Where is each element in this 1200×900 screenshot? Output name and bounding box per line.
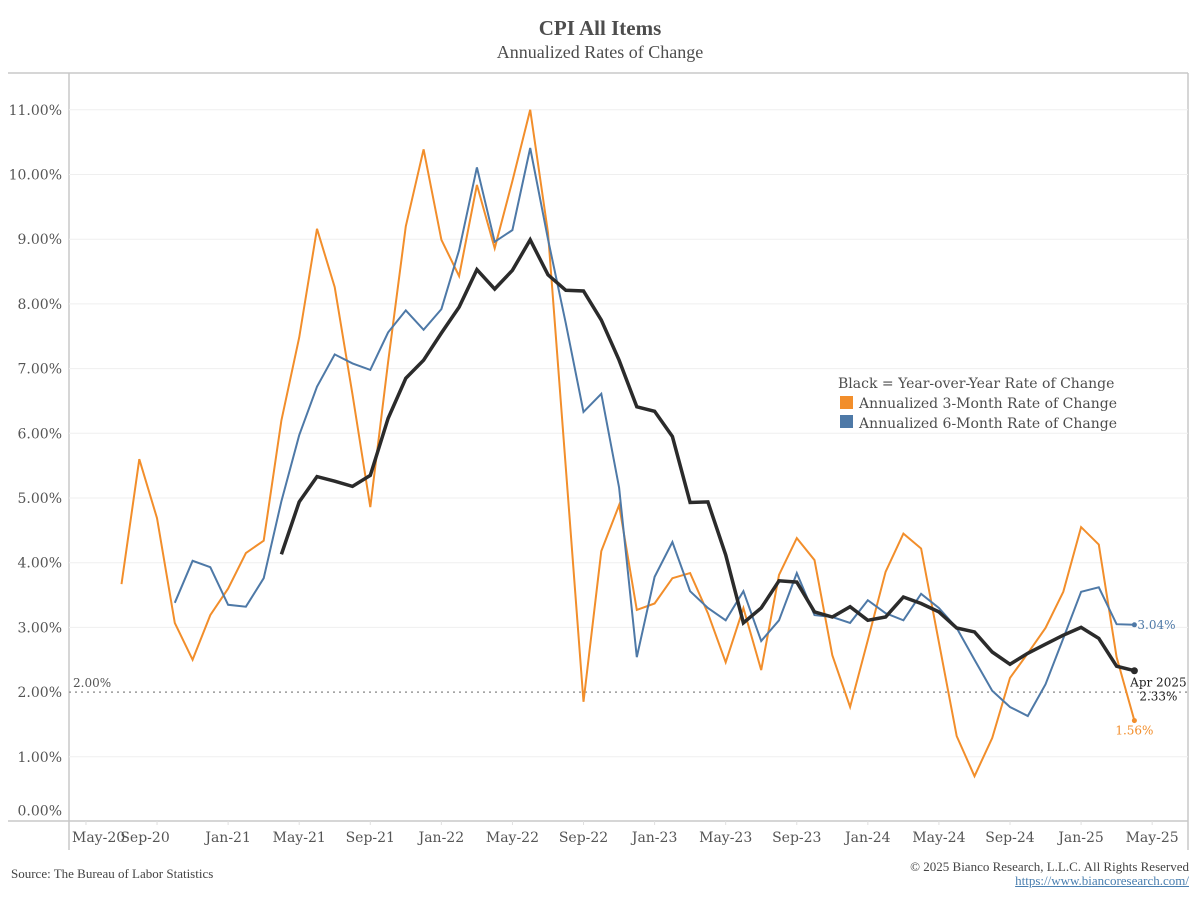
- y-tick-label: 1.00%: [18, 750, 62, 766]
- x-tick-label: May-25: [1126, 830, 1179, 846]
- y-tick-label: 10.00%: [9, 168, 62, 184]
- y-tick-label: 5.00%: [18, 491, 62, 507]
- chart-frame: [8, 72, 1189, 850]
- reference-line-2pct: 2.00%: [69, 676, 1188, 693]
- y-tick-label: 9.00%: [18, 232, 62, 248]
- y-tick-label: 2.00%: [18, 685, 62, 701]
- x-tick-label: Jan-24: [843, 830, 891, 846]
- y-tick-label: 8.00%: [18, 297, 62, 313]
- x-tick-label: Sep-21: [346, 830, 395, 846]
- x-tick-label: Sep-20: [120, 830, 169, 846]
- x-tick-label: Jan-21: [203, 830, 251, 846]
- x-tick-label: Sep-23: [772, 830, 821, 846]
- legend-label-3month: Annualized 3-Month Rate of Change: [858, 396, 1117, 412]
- x-tick-label: Jan-22: [417, 830, 465, 846]
- series-6month-line: [173, 147, 1135, 718]
- x-tick-label: Jan-23: [630, 830, 678, 846]
- x-tick-label: May-21: [273, 830, 326, 846]
- end-label-3month: 1.56%: [1115, 724, 1153, 738]
- end-point-marker: [1130, 667, 1138, 675]
- series-lines: [120, 109, 1136, 779]
- y-tick-label: 4.00%: [18, 556, 62, 572]
- end-label-6month: 3.04%: [1137, 618, 1175, 632]
- legend-label-6month: Annualized 6-Month Rate of Change: [858, 416, 1117, 432]
- x-tick-label: May-23: [699, 830, 752, 846]
- chart-subtitle: Annualized Rates of Change: [496, 42, 704, 62]
- copyright-block: © 2025 Bianco Research, L.L.C. All Right…: [910, 860, 1189, 888]
- x-tick-label: Jan-25: [1056, 830, 1104, 846]
- x-tick-label: May-24: [912, 830, 965, 846]
- x-tick-label: May-22: [486, 830, 539, 846]
- legend-swatch-6month: [840, 415, 853, 428]
- end-label-yoy-date: Apr 2025: [1129, 676, 1186, 690]
- y-tick-label: 7.00%: [18, 362, 62, 378]
- source-note: Source: The Bureau of Labor Statistics: [11, 866, 214, 881]
- y-tick-label: 0.00%: [18, 804, 62, 820]
- series-3month-line: [120, 109, 1136, 779]
- series-yoy-line: [279, 236, 1135, 673]
- end-point-marker: [1131, 718, 1137, 724]
- x-tick-label: May-20: [72, 830, 125, 846]
- reference-line-label: 2.00%: [73, 676, 111, 690]
- legend: Black = Year-over-Year Rate of Change An…: [838, 376, 1117, 432]
- y-tick-label: 6.00%: [18, 426, 62, 442]
- legend-note: Black = Year-over-Year Rate of Change: [838, 376, 1114, 392]
- x-tick-label: Sep-22: [559, 830, 608, 846]
- website-link[interactable]: https://www.biancoresearch.com/: [1015, 873, 1189, 888]
- end-label-yoy-value: 2.33%: [1139, 690, 1177, 704]
- end-point-marker: [1131, 622, 1137, 628]
- copyright-text: © 2025 Bianco Research, L.L.C. All Right…: [910, 859, 1189, 874]
- chart-title: CPI All Items: [538, 16, 662, 40]
- legend-swatch-3month: [840, 396, 853, 409]
- y-axis-ticks: 0.00% 1.00% 2.00% 3.00% 4.00% 5.00% 6.00% 7.00%…: [9, 103, 62, 820]
- y-tick-label: 3.00%: [18, 620, 62, 636]
- x-tick-label: Sep-24: [985, 830, 1034, 846]
- y-tick-label: 11.00%: [9, 103, 62, 119]
